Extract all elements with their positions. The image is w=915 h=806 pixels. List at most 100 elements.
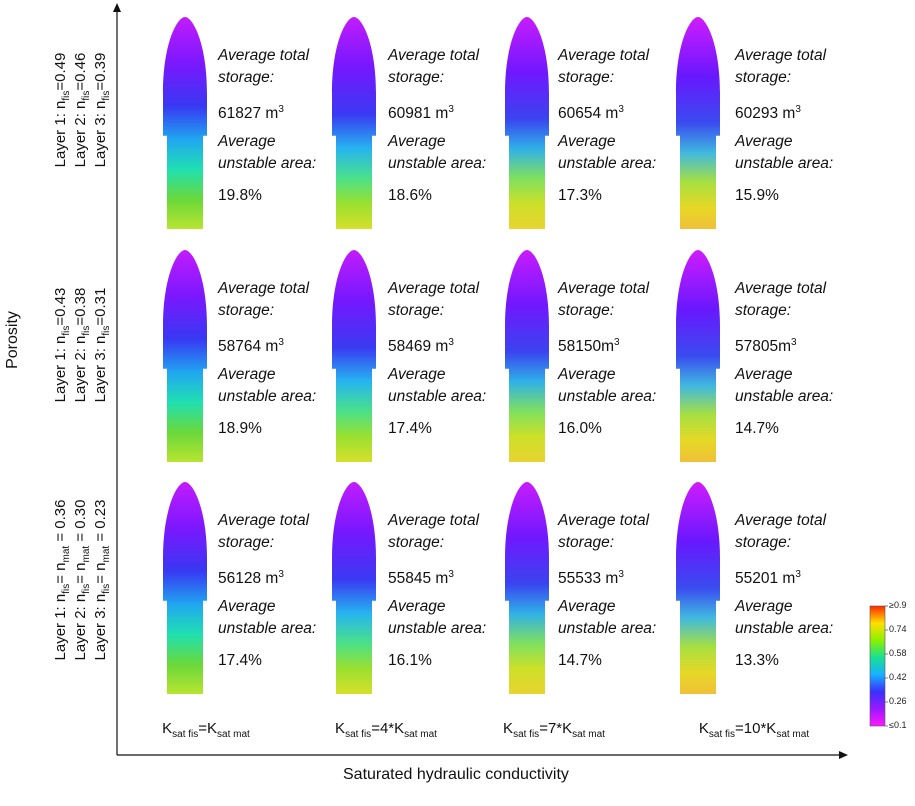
unstable-value: 19.8% — [218, 187, 262, 204]
row-label-part: mat — [101, 545, 112, 563]
row-label-r1-line2: Layer 2: nfis=0.46 — [70, 0, 92, 220]
row-label-r3-line2: Layer 2: nfis= nmat = 0.30 — [70, 470, 92, 690]
storage-label: storage: — [388, 302, 445, 319]
cell-annotation-r3-c1: Average total storage: 56128 m3 Average unst… — [218, 510, 348, 672]
row-label-part: =0.43 — [52, 287, 69, 326]
column-label-part: sat fis — [345, 729, 372, 740]
plume-r3-c3 — [505, 482, 549, 694]
row-label-part: = 0.30 — [72, 499, 89, 546]
storage-label: storage: — [218, 534, 275, 551]
row-label-r1-line1: Layer 1: nfis=0.49 — [50, 0, 72, 220]
unstable-label: unstable area: — [735, 155, 834, 172]
storage-unit-exponent: 3 — [791, 337, 797, 348]
storage-value: 58469 m — [388, 338, 449, 356]
row-label-r2-line2: Layer 2: nfis=0.38 — [70, 235, 92, 455]
plume-r1-c1 — [163, 17, 207, 229]
colorbar-tick-label: 0.74 — [889, 624, 907, 634]
column-label-c4: Ksat fis=10*Ksat mat — [654, 720, 854, 740]
x-axis-arrow — [839, 751, 848, 759]
column-label-part: sat fis — [172, 729, 199, 740]
unstable-label: Average — [218, 133, 276, 150]
row-label-part: Layer 3: n — [92, 335, 109, 403]
row-label-part: =0.39 — [92, 52, 109, 91]
unstable-label: unstable area: — [388, 620, 487, 637]
plume-r1-c4 — [676, 17, 720, 229]
storage-label: storage: — [388, 69, 445, 86]
unstable-label: Average — [558, 133, 616, 150]
cell-annotation-r1-c1: Average total storage: 61827 m3 Average unst… — [218, 45, 348, 207]
plume-r1-c3 — [505, 17, 549, 229]
unstable-label: unstable area: — [735, 388, 834, 405]
cell-annotation-r1-c2: Average total storage: 60981 m3 Average unst… — [388, 45, 518, 207]
unstable-label: Average — [735, 366, 793, 383]
storage-label: Average total — [735, 280, 827, 297]
storage-label: Average total — [218, 512, 310, 529]
unstable-label: unstable area: — [388, 155, 487, 172]
storage-label: Average total — [735, 47, 827, 64]
column-label-part: K — [698, 720, 709, 737]
storage-label: storage: — [558, 69, 615, 86]
storage-unit-exponent: 3 — [448, 569, 454, 580]
unstable-value: 16.1% — [388, 652, 432, 669]
column-label-part: =7*K — [539, 720, 573, 737]
column-label-part: =K — [198, 720, 218, 737]
row-label-part: =0.31 — [92, 287, 109, 326]
storage-label: Average total — [218, 47, 310, 64]
row-label-part: fis — [101, 90, 112, 101]
storage-label: Average total — [735, 512, 827, 529]
colorbar-tick-label: 0.26 — [889, 696, 907, 706]
unstable-value: 17.4% — [218, 652, 262, 669]
unstable-label: Average — [558, 598, 616, 615]
unstable-value: 17.4% — [388, 420, 432, 437]
storage-label: Average total — [558, 512, 650, 529]
column-label-part: K — [335, 720, 346, 737]
row-label-part: =0.38 — [72, 287, 89, 326]
colorbar-tick-label: 0.42 — [889, 672, 907, 682]
row-label-part: Layer 1: n — [52, 593, 69, 661]
storage-label: Average total — [218, 280, 310, 297]
cell-annotation-r2-c2: Average total storage: 58469 m3 Average unst… — [388, 278, 518, 440]
unstable-value: 15.9% — [735, 187, 779, 204]
unstable-label: Average — [388, 598, 446, 615]
row-label-part: Layer 1: n — [52, 100, 69, 168]
row-label-part: fis — [101, 583, 112, 594]
storage-value: 55201 m — [735, 570, 796, 588]
column-label-part: sat mat — [217, 729, 250, 740]
storage-label: Average total — [388, 280, 480, 297]
storage-value: 56128 m — [218, 570, 279, 588]
row-label-part: = n — [52, 562, 69, 584]
colorbar — [869, 605, 888, 727]
unstable-label: unstable area: — [218, 155, 317, 172]
unstable-label: Average — [388, 366, 446, 383]
column-label-part: =10*K — [735, 720, 777, 737]
row-label-part: fis — [101, 325, 112, 336]
unstable-label: unstable area: — [388, 388, 487, 405]
storage-value: 57805m — [735, 338, 792, 356]
row-label-part: = n — [92, 562, 109, 584]
storage-label: storage: — [218, 302, 275, 319]
row-label-r3-line1: Layer 1: nfis= nmat = 0.36 — [50, 470, 72, 690]
row-label-part: =0.46 — [72, 52, 89, 91]
storage-label: storage: — [218, 69, 275, 86]
plume-r3-c4 — [676, 482, 720, 694]
plume-r3-c2 — [332, 482, 376, 694]
column-label-part: K — [503, 720, 514, 737]
y-axis-arrow — [113, 3, 121, 12]
storage-unit-exponent: 3 — [448, 104, 454, 115]
column-label-part: sat mat — [404, 729, 437, 740]
storage-value: 58150m — [558, 338, 615, 356]
unstable-value: 14.7% — [735, 420, 779, 437]
storage-label: Average total — [558, 280, 650, 297]
cell-annotation-r3-c4: Average total storage: 55201 m3 Average unst… — [735, 510, 865, 672]
column-label-c1: Ksat fis=Ksat mat — [106, 720, 306, 740]
row-label-part: = 0.36 — [52, 499, 69, 546]
storage-value: 55845 m — [388, 570, 449, 588]
storage-value: 61827 m — [218, 105, 279, 123]
storage-unit-exponent: 3 — [614, 337, 620, 348]
row-label-part: = 0.23 — [92, 499, 109, 546]
plume-r1-c2 — [332, 17, 376, 229]
x-axis-title: Saturated hydraulic conductivity — [343, 766, 569, 783]
cell-annotation-r3-c2: Average total storage: 55845 m3 Average unst… — [388, 510, 518, 672]
storage-unit-exponent: 3 — [618, 104, 624, 115]
plume-r2-c1 — [163, 250, 207, 462]
